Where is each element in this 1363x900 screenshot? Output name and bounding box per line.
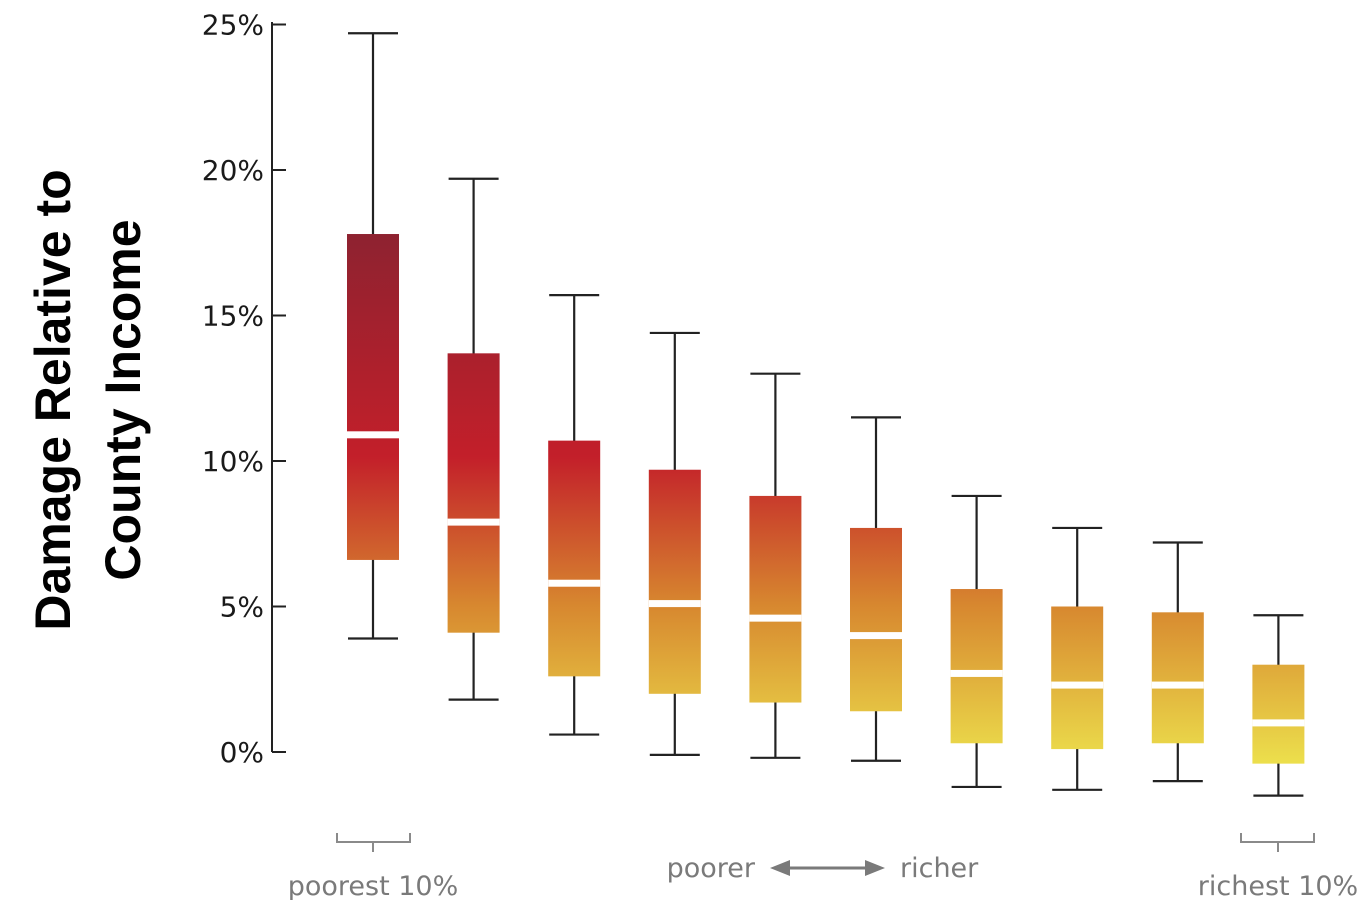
- median-line: [447, 518, 500, 526]
- box-2: [447, 177, 500, 701]
- y-axis-title-line-2: County Income: [95, 219, 151, 580]
- richest-bracket: [1240, 833, 1315, 852]
- box-series: [347, 32, 1305, 797]
- median-line: [548, 579, 601, 587]
- iqr-box: [749, 495, 802, 703]
- iqr-box: [950, 589, 1003, 744]
- median-line: [850, 632, 902, 640]
- box-7: [950, 494, 1003, 789]
- median-line: [749, 614, 802, 622]
- y-axis-ticks: 0% 5% 10% 15% 20% 25%: [202, 9, 286, 769]
- median-line: [1151, 681, 1204, 689]
- iqr-box: [648, 469, 701, 694]
- poorer-caption: poorer: [667, 853, 756, 884]
- iqr-box: [1151, 612, 1204, 744]
- box-4: [648, 331, 701, 757]
- iqr-box: [1051, 606, 1104, 750]
- richer-caption: richer: [900, 853, 979, 884]
- box-1: [347, 32, 399, 640]
- median-line: [648, 600, 701, 608]
- box-10: [1252, 614, 1305, 797]
- iqr-box: [1252, 664, 1305, 764]
- y-axis-title: Damage Relative to County Income: [25, 169, 151, 630]
- y-tick-label: 25%: [202, 9, 264, 42]
- poorest-caption: poorest 10%: [288, 871, 459, 900]
- double-arrow-icon: [770, 860, 885, 876]
- y-axis-title-line-1: Damage Relative to: [25, 169, 81, 630]
- y-tick-label: 20%: [202, 154, 264, 187]
- median-line: [1252, 719, 1305, 727]
- box-9: [1151, 541, 1204, 783]
- median-line: [347, 431, 399, 439]
- richest-caption: richest 10%: [1198, 871, 1358, 900]
- iqr-box: [347, 234, 399, 560]
- box-3: [548, 294, 601, 736]
- poorest-bracket: [336, 833, 411, 852]
- box-8: [1051, 526, 1104, 791]
- iqr-box: [447, 353, 500, 633]
- y-tick-label: 0%: [220, 736, 264, 769]
- y-tick-label: 15%: [202, 300, 264, 333]
- median-line: [950, 669, 1003, 677]
- box-5: [749, 372, 802, 759]
- box-6: [850, 416, 902, 762]
- x-captions: poorest 10% poorer richer richest 10%: [288, 833, 1358, 900]
- median-line: [1051, 681, 1104, 689]
- y-tick-label: 5%: [220, 591, 264, 624]
- iqr-box: [850, 527, 902, 712]
- y-tick-label: 10%: [202, 445, 264, 478]
- iqr-box: [548, 440, 601, 677]
